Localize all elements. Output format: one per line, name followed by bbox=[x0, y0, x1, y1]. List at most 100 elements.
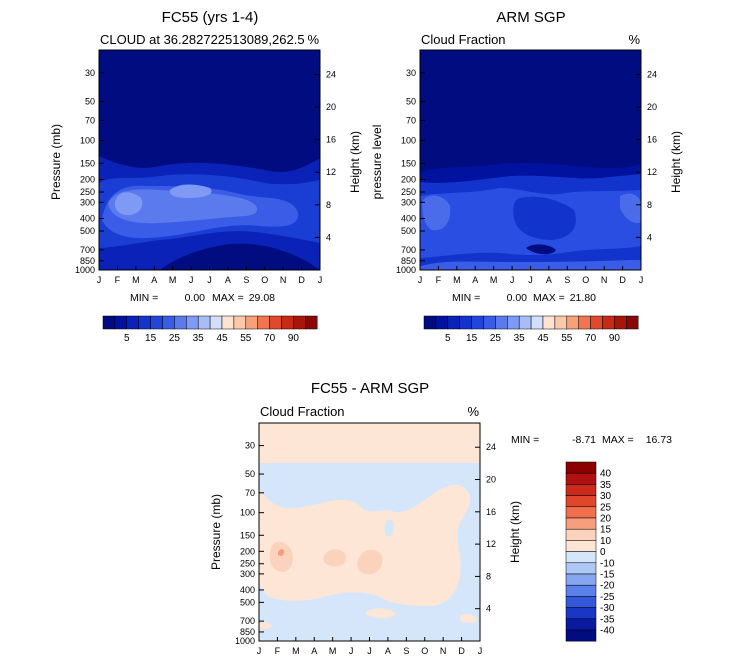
colorbar-swatch bbox=[197, 315, 211, 330]
panel3-unit: % bbox=[467, 404, 479, 419]
panel1-contour-low-dark bbox=[160, 243, 320, 270]
colorbar-label: 70 bbox=[264, 333, 276, 344]
colorbar-label: 15 bbox=[145, 333, 157, 344]
colorbar-swatch bbox=[162, 315, 175, 330]
height-tick-label: 4 bbox=[486, 604, 491, 614]
month-tick-label: D bbox=[458, 646, 465, 656]
month-tick-label: J bbox=[367, 646, 372, 656]
pressure-tick-label: 150 bbox=[240, 530, 255, 540]
colorbar-label: 55 bbox=[561, 333, 573, 344]
colorbar-swatch bbox=[565, 461, 597, 474]
month-tick-label: A bbox=[311, 646, 317, 656]
panel2-ylabel: pressure level bbox=[370, 125, 384, 200]
panel2-height-axis: 4 8 12 16 20 24 bbox=[636, 69, 657, 242]
pressure-tick-label: 200 bbox=[80, 174, 95, 184]
panel2-title: ARM SGP bbox=[496, 9, 565, 26]
panel3-min-value: -8.71 bbox=[572, 434, 596, 446]
panel3-subtitle: Cloud Fraction bbox=[260, 404, 345, 419]
month-tick-label: A bbox=[385, 646, 391, 656]
month-tick-label: N bbox=[601, 275, 608, 285]
colorbar-swatch bbox=[305, 315, 318, 330]
month-tick-label: J bbox=[528, 275, 533, 285]
colorbar-label: 25 bbox=[600, 502, 612, 513]
pressure-tick-label: 250 bbox=[401, 187, 416, 197]
height-tick-label: 16 bbox=[326, 135, 336, 145]
pressure-tick-label: 1000 bbox=[75, 265, 95, 275]
panel3-min-label: MIN = bbox=[511, 434, 539, 446]
panel3-ylabel: Pressure (mb) bbox=[209, 494, 223, 570]
colorbar-swatch bbox=[626, 315, 639, 330]
pressure-tick-label: 70 bbox=[245, 488, 255, 498]
pressure-tick-label: 700 bbox=[240, 616, 255, 626]
month-tick-label: J bbox=[318, 275, 323, 285]
colorbar-label: 0 bbox=[600, 547, 606, 558]
panel-arm-sgp: ARM SGP Cloud Fraction % 305070100150200… bbox=[370, 9, 683, 344]
colorbar-label: 45 bbox=[537, 333, 549, 344]
panel3-contour-15-core bbox=[278, 549, 284, 556]
month-tick-label: M bbox=[292, 646, 300, 656]
month-tick-label: O bbox=[421, 646, 428, 656]
panel3-max-value: 16.73 bbox=[646, 434, 672, 446]
panel2-max-value: 21.80 bbox=[570, 292, 596, 304]
panel2-subtitle: Cloud Fraction bbox=[421, 32, 506, 47]
colorbar-label: -30 bbox=[600, 603, 615, 614]
panel2-contour-20 bbox=[422, 193, 641, 231]
panel1-title: FC55 (yrs 1-4) bbox=[162, 9, 259, 26]
colorbar-label: 25 bbox=[490, 333, 502, 344]
pressure-tick-label: 1000 bbox=[396, 265, 416, 275]
colorbar-swatch bbox=[530, 315, 544, 330]
pressure-tick-label: 150 bbox=[401, 158, 416, 168]
month-tick-label: M bbox=[132, 275, 140, 285]
colorbar-label: 90 bbox=[609, 333, 621, 344]
month-tick-label: A bbox=[472, 275, 478, 285]
month-tick-label: F bbox=[115, 275, 121, 285]
month-tick-label: O bbox=[261, 275, 268, 285]
panel1-height-axis: 4 8 12 16 20 24 bbox=[315, 69, 336, 242]
panel-difference: FC55 - ARM SGP Cloud Fraction % 30 50 70 10… bbox=[209, 380, 672, 656]
colorbar-label: 40 bbox=[600, 469, 612, 480]
colorbar-swatch bbox=[565, 472, 597, 485]
panel1-contours bbox=[99, 50, 320, 270]
colorbar-swatch bbox=[542, 315, 556, 330]
panel3-contour-positive-main bbox=[259, 484, 471, 606]
month-tick-label: F bbox=[436, 275, 442, 285]
panel3-contour-upper-positive bbox=[259, 423, 480, 463]
panel2-min-value: 0.00 bbox=[507, 292, 528, 304]
month-tick-label: J bbox=[97, 275, 102, 285]
pressure-tick-label: 850 bbox=[80, 256, 95, 266]
month-tick-label: J bbox=[349, 646, 354, 656]
colorbar-swatch bbox=[114, 315, 128, 330]
panel1-unit: % bbox=[307, 32, 319, 47]
pressure-tick-label: 400 bbox=[240, 585, 255, 595]
colorbar-swatch bbox=[221, 315, 235, 330]
colorbar-swatch bbox=[435, 315, 449, 330]
colorbar-label: 30 bbox=[600, 491, 612, 502]
colorbar-label: 15 bbox=[600, 525, 612, 536]
month-tick-label: A bbox=[225, 275, 231, 285]
panel1-subtitle: CLOUD at 36.282722513089,262.5 bbox=[100, 32, 305, 47]
colorbar-label: -25 bbox=[600, 592, 615, 603]
panel1-ylabel-right: Height (km) bbox=[348, 131, 362, 193]
month-tick-label: D bbox=[619, 275, 626, 285]
panel1-colorbar: 5 15 25 35 45 55 70 90 bbox=[102, 315, 318, 344]
pressure-tick-label: 500 bbox=[240, 597, 255, 607]
colorbar-swatch bbox=[281, 315, 294, 330]
month-tick-label: A bbox=[151, 275, 157, 285]
colorbar-label: 55 bbox=[240, 333, 252, 344]
colorbar-swatch bbox=[293, 315, 306, 330]
panel3-ylabel-right: Height (km) bbox=[508, 501, 522, 563]
height-tick-label: 8 bbox=[326, 200, 331, 210]
panel1-contour-30 bbox=[114, 184, 212, 216]
colorbar-swatch bbox=[565, 573, 597, 586]
colorbar-label: 70 bbox=[585, 333, 597, 344]
panel1-ylabel: Pressure (mb) bbox=[49, 124, 63, 200]
colorbar-swatch bbox=[495, 315, 508, 330]
colorbar-swatch bbox=[565, 551, 597, 564]
colorbar-label: -20 bbox=[600, 581, 615, 592]
pressure-tick-label: 50 bbox=[245, 469, 255, 479]
month-tick-label: S bbox=[564, 275, 570, 285]
colorbar-swatch bbox=[565, 528, 597, 541]
